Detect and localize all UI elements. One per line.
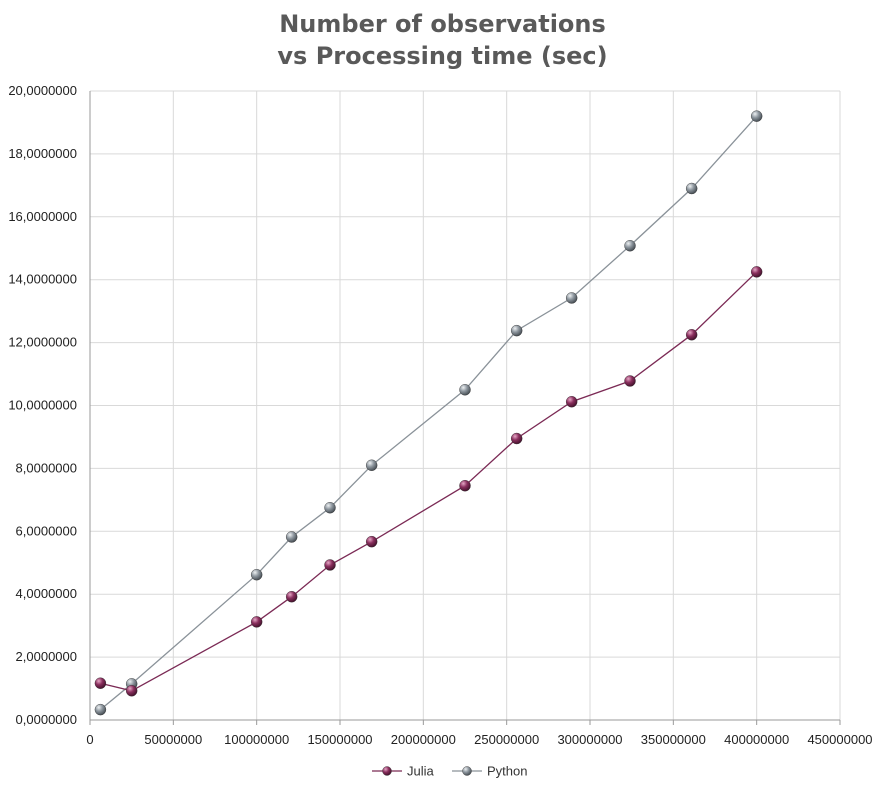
chart-title-line-2: vs Processing time (sec) bbox=[277, 42, 608, 70]
data-point-python bbox=[94, 703, 107, 716]
data-point-julia bbox=[750, 266, 763, 278]
legend-marker-python bbox=[462, 766, 472, 776]
data-point-python bbox=[750, 110, 763, 122]
data-point-julia bbox=[324, 559, 336, 571]
y-tick-label: 18,0000000 bbox=[8, 146, 77, 161]
x-tick-label: 300000000 bbox=[557, 732, 622, 747]
y-tick-label: 16,0000000 bbox=[8, 209, 77, 224]
chart-title: Number of observations vs Processing tim… bbox=[0, 8, 885, 72]
x-tick-label: 200000000 bbox=[391, 732, 456, 747]
data-point-julia bbox=[94, 677, 107, 689]
data-point-julia bbox=[365, 535, 378, 548]
data-point-julia bbox=[459, 479, 471, 492]
x-tick-label: 250000000 bbox=[474, 732, 539, 747]
data-point-python bbox=[685, 182, 698, 195]
x-axis-tick-labels: 0 50000000 100000000 150000000 200000000 2500… bbox=[86, 732, 872, 747]
data-point-python bbox=[510, 324, 523, 337]
data-point-julia bbox=[250, 616, 263, 628]
data-point-julia bbox=[685, 329, 698, 341]
series-points bbox=[94, 110, 763, 716]
axes bbox=[89, 91, 841, 725]
data-point-python bbox=[365, 459, 378, 471]
y-tick-label: 20,0000000 bbox=[8, 83, 77, 98]
data-point-julia bbox=[125, 685, 138, 697]
data-point-julia bbox=[565, 396, 578, 408]
x-tick-label: 400000000 bbox=[724, 732, 789, 747]
x-tick-label: 350000000 bbox=[641, 732, 706, 747]
data-point-python bbox=[324, 502, 336, 514]
y-tick-label: 2,0000000 bbox=[16, 649, 77, 664]
data-point-python bbox=[624, 240, 636, 252]
y-tick-label: 6,0000000 bbox=[16, 523, 77, 538]
data-point-python bbox=[565, 292, 578, 304]
grid-lines bbox=[89, 90, 841, 721]
legend-label-julia: Julia bbox=[407, 764, 435, 779]
series-line-python bbox=[99, 115, 758, 711]
y-tick-label: 12,0000000 bbox=[8, 335, 77, 350]
series-line-julia bbox=[100, 271, 758, 692]
data-point-julia bbox=[285, 591, 298, 603]
data-point-python bbox=[459, 384, 471, 396]
data-point-julia bbox=[510, 432, 523, 445]
x-tick-label: 450000000 bbox=[807, 732, 872, 747]
legend-marker-julia bbox=[382, 766, 392, 776]
y-tick-label: 0,0000000 bbox=[16, 712, 77, 727]
y-tick-label: 10,0000000 bbox=[8, 398, 77, 413]
legend: Julia Python bbox=[372, 764, 527, 779]
data-point-julia bbox=[624, 375, 636, 387]
x-tick-label: 150000000 bbox=[307, 732, 372, 747]
x-tick-label: 100000000 bbox=[224, 732, 289, 747]
y-tick-label: 4,0000000 bbox=[16, 586, 77, 601]
y-tick-label: 8,0000000 bbox=[16, 460, 77, 475]
x-tick-label: 50000000 bbox=[144, 732, 202, 747]
data-point-python bbox=[285, 531, 298, 543]
data-point-python bbox=[250, 569, 263, 581]
series-lines bbox=[99, 115, 758, 711]
y-tick-label: 14,0000000 bbox=[8, 272, 77, 287]
y-axis-tick-labels: 0,0000000 2,0000000 4,0000000 6,0000000 8,00… bbox=[8, 83, 77, 727]
legend-label-python: Python bbox=[487, 764, 527, 779]
x-tick-label: 0 bbox=[86, 732, 93, 747]
chart-title-line-1: Number of observations bbox=[279, 10, 606, 38]
